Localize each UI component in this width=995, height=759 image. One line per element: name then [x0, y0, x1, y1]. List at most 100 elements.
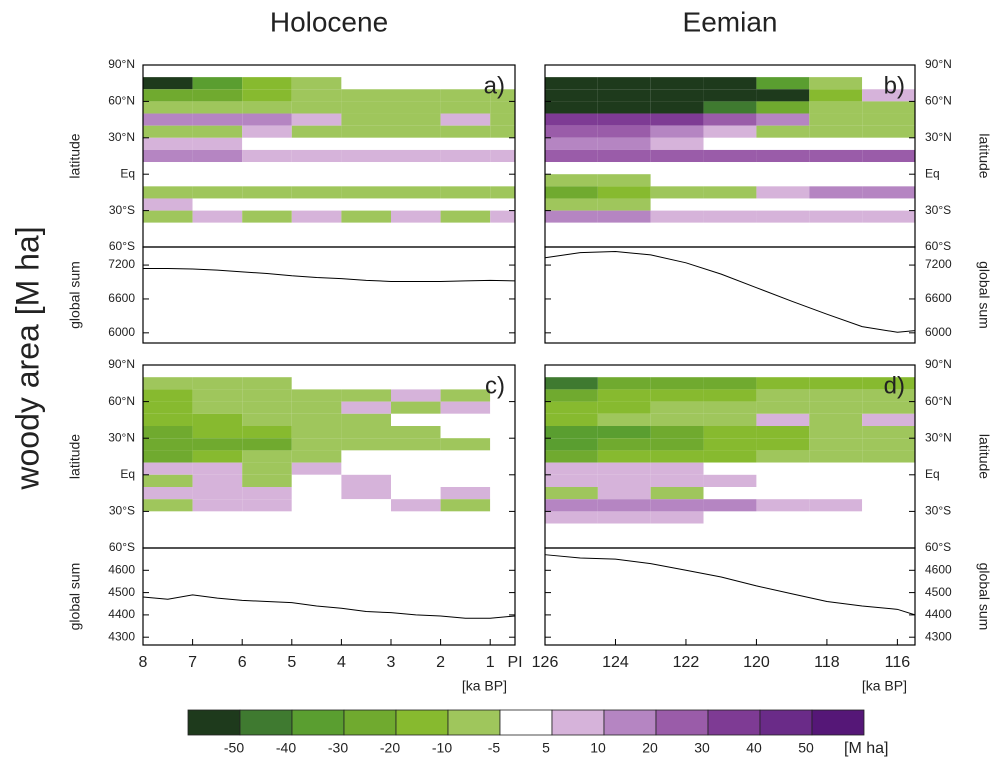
- heat-cell: [291, 125, 342, 138]
- heat-cell: [809, 535, 863, 548]
- heat-cell: [143, 162, 193, 175]
- column-title: Eemian: [683, 6, 778, 37]
- heat-cell: [143, 77, 193, 90]
- y-tick-label: 4300: [108, 629, 135, 643]
- heat-cell: [650, 377, 704, 390]
- x-tick-label: 4: [337, 654, 346, 671]
- heat-cell: [440, 174, 491, 187]
- heat-cell: [341, 77, 391, 90]
- heat-cell: [242, 389, 292, 402]
- heat-cell: [391, 511, 441, 524]
- heat-cell: [242, 377, 292, 390]
- heat-cell: [862, 450, 915, 463]
- heat-cell: [143, 523, 193, 536]
- heat-cell: [341, 222, 391, 235]
- heat-cell: [143, 450, 193, 463]
- heat-cell: [341, 113, 391, 126]
- heat-cell: [341, 186, 391, 199]
- heat-cell: [291, 389, 342, 402]
- heat-cell: [341, 535, 391, 548]
- heat-cell: [756, 523, 810, 536]
- heat-cell: [490, 377, 515, 390]
- heat-cell: [291, 474, 342, 487]
- heat-cell: [242, 438, 292, 451]
- y-tick-label: 30°S: [109, 504, 135, 518]
- heat-cell: [545, 174, 598, 187]
- heat-cell: [545, 413, 598, 426]
- heat-cell: [143, 186, 193, 199]
- heat-cell: [490, 511, 515, 524]
- heat-cell: [291, 186, 342, 199]
- heat-cell: [650, 210, 704, 223]
- heat-cell: [291, 77, 342, 90]
- heat-cell: [440, 198, 491, 211]
- heat-cell: [597, 450, 651, 463]
- heat-cell: [242, 125, 292, 138]
- heat-cell: [809, 198, 863, 211]
- heat-cell: [391, 222, 441, 235]
- heat-cell: [440, 413, 491, 426]
- x-tick-label: 1: [486, 654, 495, 671]
- heat-cell: [545, 474, 598, 487]
- heat-cell: [545, 89, 598, 102]
- heat-cell: [756, 210, 810, 223]
- heat-cell: [809, 149, 863, 163]
- heat-cell: [756, 450, 810, 463]
- panel-label: a): [484, 72, 505, 99]
- heat-cell: [391, 186, 441, 199]
- heat-cell: [440, 511, 491, 524]
- heat-cell: [862, 523, 915, 536]
- heat-cell: [291, 426, 342, 439]
- heat-cell: [341, 499, 391, 512]
- heat-cell: [809, 499, 863, 512]
- heat-cell: [597, 499, 651, 512]
- heat-cell: [756, 377, 810, 390]
- heat-cell: [143, 222, 193, 235]
- heat-cell: [490, 89, 515, 102]
- heat-cell: [703, 149, 757, 163]
- y-tick-label: 60°N: [108, 94, 135, 108]
- x-tick-label: 7: [188, 654, 197, 671]
- heat-cell: [703, 365, 757, 378]
- colorbar-label: -5: [488, 740, 501, 756]
- heat-cell: [192, 438, 243, 451]
- heat-cell: [192, 389, 243, 402]
- heat-cell: [143, 487, 193, 500]
- heat-cell: [545, 162, 598, 175]
- heat-cell: [143, 499, 193, 512]
- heat-cell: [192, 487, 243, 500]
- heat-cell: [192, 365, 243, 378]
- heat-cell: [862, 65, 915, 78]
- heat-cell: [650, 499, 704, 512]
- x-tick-label: 8: [139, 654, 148, 671]
- heat-cell: [703, 535, 757, 548]
- heat-cell: [490, 77, 515, 90]
- x-tick-label: 120: [743, 654, 770, 671]
- y-axis-label: latitude: [976, 434, 992, 479]
- heat-cell: [341, 413, 391, 426]
- y-tick-label: 6600: [925, 291, 952, 305]
- heat-cell: [809, 65, 863, 78]
- heat-cell: [291, 198, 342, 211]
- heat-cell: [862, 511, 915, 524]
- y-tick-label: 30°N: [108, 430, 135, 444]
- heat-cell: [597, 101, 651, 114]
- heat-cell: [143, 535, 193, 548]
- heat-cell: [341, 389, 391, 402]
- x-tick-label: 116: [885, 654, 911, 671]
- heat-cell: [862, 101, 915, 114]
- heat-cell: [192, 162, 243, 175]
- heat-cell: [440, 137, 491, 150]
- heat-cell: [862, 162, 915, 175]
- heat-cell: [756, 487, 810, 500]
- heat-cell: [862, 210, 915, 223]
- heat-cell: [291, 210, 342, 223]
- heat-cell: [597, 511, 651, 524]
- heat-cell: [291, 499, 342, 512]
- heat-cell: [650, 234, 704, 247]
- heat-cell: [650, 365, 704, 378]
- y-tick-label: 6600: [108, 291, 135, 305]
- plot-frame: [142, 246, 516, 344]
- heat-cell: [756, 389, 810, 402]
